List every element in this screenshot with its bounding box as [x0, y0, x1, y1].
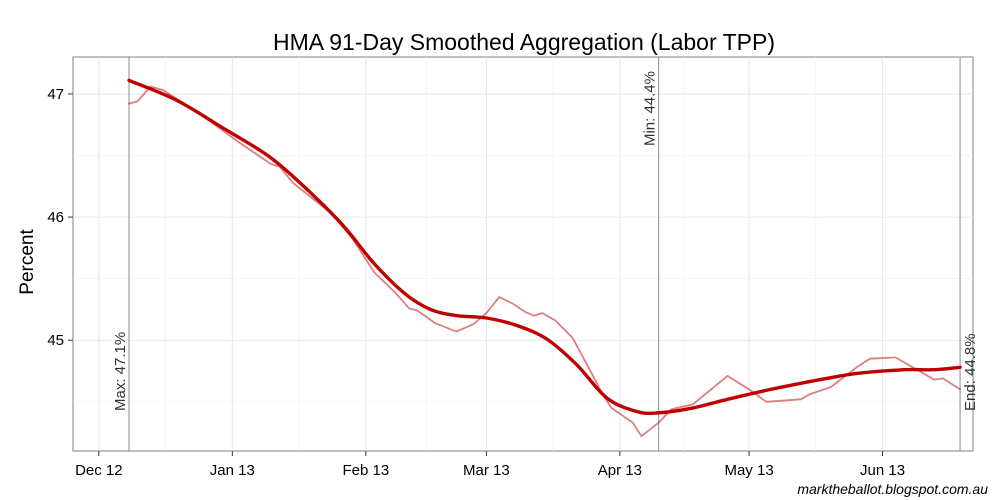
grid-minor	[73, 57, 973, 451]
annotation-labels: Max: 47.1% Min: 44.4% End: 44.8%	[112, 71, 979, 411]
x-tick-label: Feb 13	[342, 462, 389, 479]
series-line-raw	[128, 85, 961, 438]
x-tick-label: Dec 12	[75, 462, 123, 479]
x-tick-label: May 13	[724, 462, 773, 479]
annotation-label: Min: 44.4%	[642, 71, 659, 146]
x-axis: Dec 12 Jan 13 Feb 13 Mar 13 Apr 13 May 13 Jun …	[75, 451, 905, 479]
y-axis: 45 46 47	[47, 86, 73, 349]
y-tick-label: 47	[47, 86, 64, 103]
x-tick-label: Jan 13	[210, 462, 255, 479]
annotation-label: End: 44.8%	[962, 333, 979, 411]
plot-panel	[72, 56, 974, 452]
y-tick-label: 45	[47, 332, 64, 349]
y-tick-label: 46	[47, 209, 64, 226]
x-tick-label: Mar 13	[463, 462, 510, 479]
series-line-smoothed	[127, 78, 962, 416]
y-axis-title: Percent	[17, 229, 38, 295]
credit-text: marktheballot.blogspot.com.au	[797, 481, 988, 497]
annotation-label: Max: 47.1%	[112, 332, 129, 411]
x-tick-label: Jun 13	[860, 462, 905, 479]
x-tick-label: Apr 13	[598, 462, 642, 479]
annotation-lines	[128, 57, 961, 451]
chart-title: HMA 91-Day Smoothed Aggregation (Labor T…	[273, 29, 775, 55]
series-layer	[127, 78, 962, 438]
grid-major	[73, 57, 973, 451]
